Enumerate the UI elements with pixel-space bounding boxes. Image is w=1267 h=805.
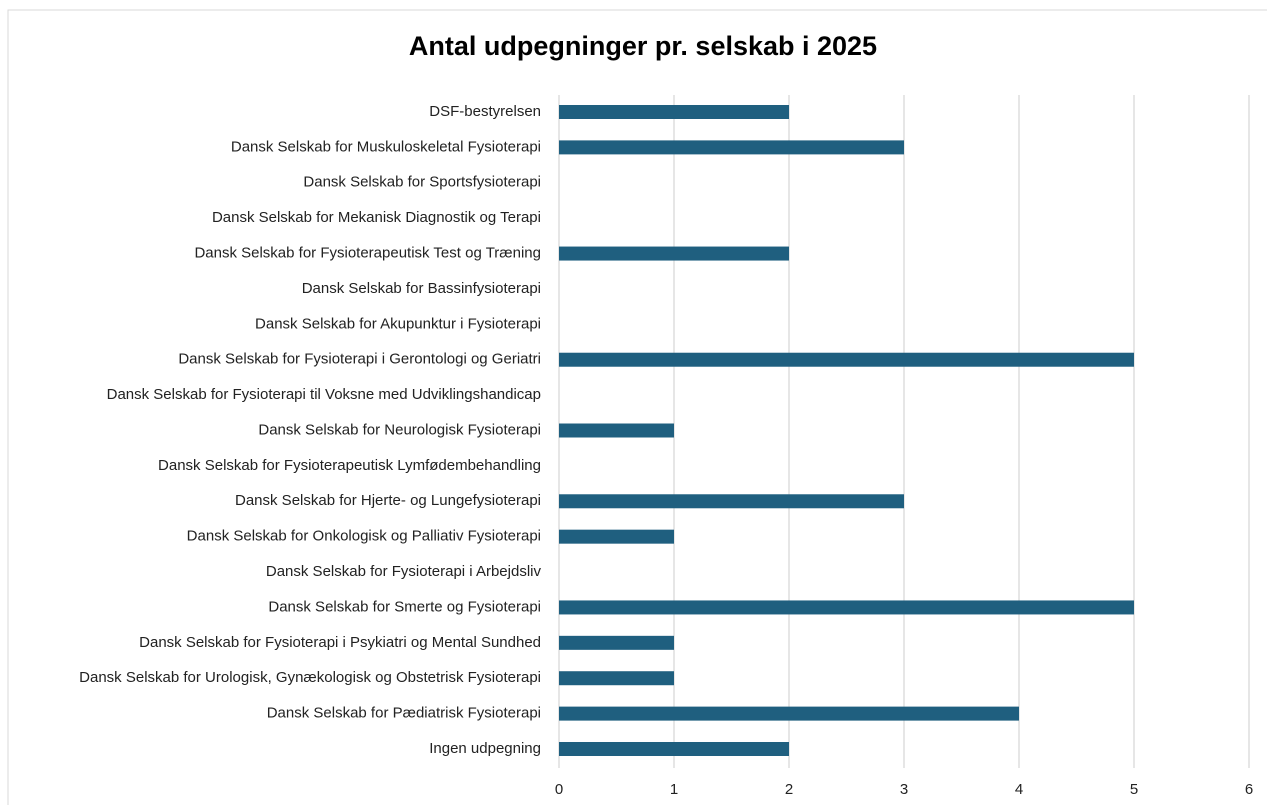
y-tick-label: Dansk Selskab for Mekanisk Diagnostik og… — [212, 209, 541, 226]
y-tick-label: Dansk Selskab for Hjerte- og Lungefysiot… — [235, 492, 541, 509]
y-tick-label: Dansk Selskab for Fysioterapi i Psykiatr… — [139, 634, 541, 651]
y-tick-label: Ingen udpegning — [429, 740, 541, 757]
x-tick-label: 4 — [1015, 781, 1023, 798]
x-tick-label: 5 — [1130, 781, 1138, 798]
y-tick-label: Dansk Selskab for Bassinfysioterapi — [302, 280, 541, 297]
bar — [559, 352, 1134, 367]
x-tick-label: 6 — [1245, 781, 1253, 798]
chart-title: Antal udpegninger pr. selskab i 2025 — [409, 31, 877, 61]
x-tick-label: 3 — [900, 781, 908, 798]
y-tick-label: DSF-bestyrelsen — [429, 103, 541, 120]
y-tick-label: Dansk Selskab for Neurologisk Fysioterap… — [258, 421, 541, 438]
bar — [559, 671, 674, 686]
y-tick-label: Dansk Selskab for Urologisk, Gynækologis… — [79, 669, 541, 686]
bar — [559, 246, 789, 261]
x-tick-label: 2 — [785, 781, 793, 798]
y-tick-label: Dansk Selskab for Muskuloskeletal Fysiot… — [231, 138, 541, 155]
bar — [559, 105, 789, 119]
bar — [559, 742, 789, 756]
y-tick-label: Dansk Selskab for Onkologisk og Palliati… — [187, 528, 541, 545]
x-tick-label: 0 — [555, 781, 563, 798]
y-tick-label: Dansk Selskab for Fysioterapi i Gerontol… — [178, 351, 541, 368]
x-tick-label: 1 — [670, 781, 678, 798]
bar — [559, 423, 674, 438]
chart-frame — [7, 9, 1267, 805]
bar — [559, 635, 674, 650]
bar — [559, 600, 1134, 615]
y-tick-label: Dansk Selskab for Pædiatrisk Fysioterapi — [267, 705, 541, 722]
y-tick-label: Dansk Selskab for Fysioterapeutisk Lymfø… — [158, 457, 541, 474]
bar — [559, 494, 904, 509]
y-tick-label: Dansk Selskab for Fysioterapi i Arbejdsl… — [266, 563, 542, 580]
bar — [559, 140, 904, 155]
y-tick-label: Dansk Selskab for Smerte og Fysioterapi — [268, 598, 541, 615]
y-tick-label: Dansk Selskab for Fysioterapeutisk Test … — [194, 245, 541, 262]
y-tick-label: Dansk Selskab for Sportsfysioterapi — [303, 174, 541, 191]
bar — [559, 529, 674, 544]
y-tick-label: Dansk Selskab for Fysioterapi til Voksne… — [107, 386, 541, 403]
bar — [559, 706, 1019, 721]
y-tick-label: Dansk Selskab for Akupunktur i Fysiotera… — [255, 315, 541, 332]
